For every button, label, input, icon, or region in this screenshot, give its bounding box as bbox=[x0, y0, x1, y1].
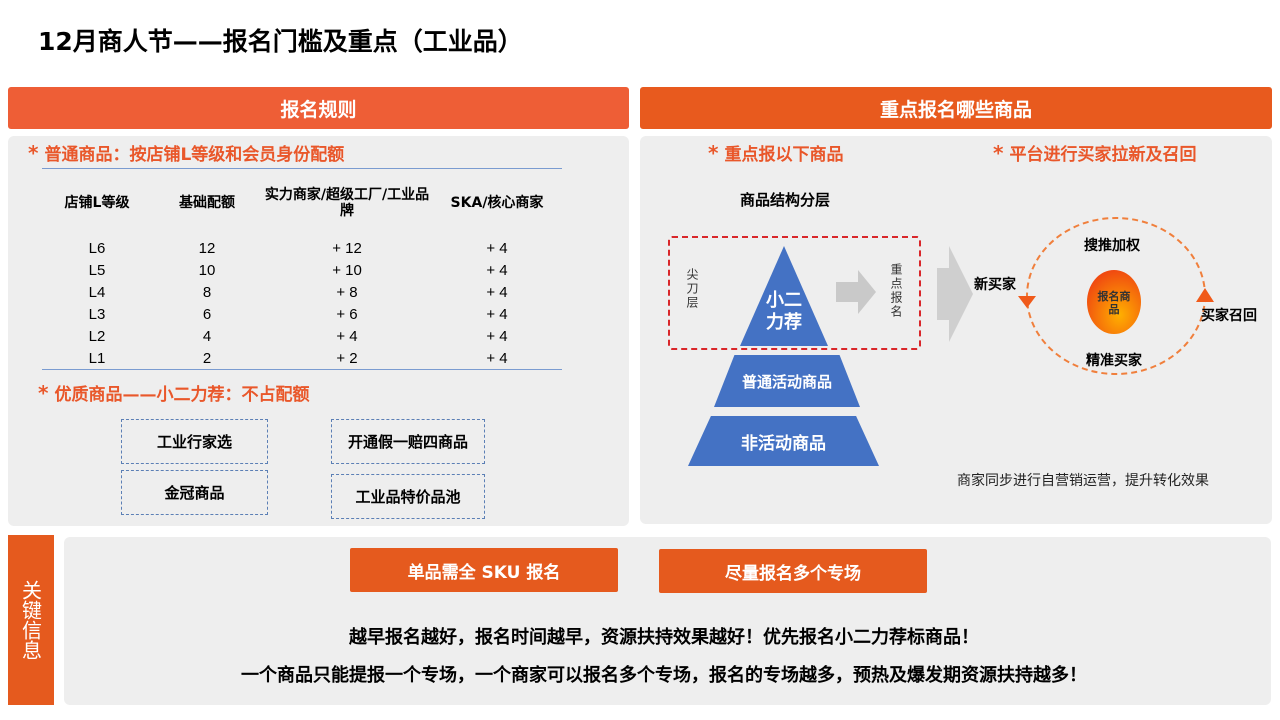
cycle-diagram bbox=[1018, 217, 1214, 375]
table-cell: 2 bbox=[202, 349, 212, 367]
table-cell: L6 bbox=[88, 239, 106, 257]
pyramid-top-label: 小二力荐 bbox=[766, 290, 802, 333]
col-header: SKA/核心商家 bbox=[450, 195, 544, 211]
focus-label: 重点报名 bbox=[889, 263, 903, 319]
table-row: L1 2 + 2 + 4 bbox=[42, 347, 562, 369]
table-row: L5 10 + 10 + 4 bbox=[42, 259, 562, 281]
goods-box: 工业行家选 bbox=[121, 419, 268, 464]
multi-session-tag: 尽量报名多个专场 bbox=[659, 549, 927, 593]
col-header: 店铺L等级 bbox=[64, 195, 130, 211]
rules-panel bbox=[8, 136, 629, 526]
table-cell: L3 bbox=[88, 305, 106, 323]
table-cell: + 4 bbox=[486, 305, 508, 323]
focus-sub2: * 平台进行买家拉新及召回 bbox=[993, 141, 1197, 165]
table-row: L6 12 + 12 + 4 bbox=[42, 237, 562, 259]
structure-title: 商品结构分层 bbox=[740, 191, 831, 209]
note: 商家同步进行自营销运营，提升转化效果 bbox=[957, 473, 1209, 489]
key-line-1: 越早报名越好，报名时间越早，资源扶持效果越好！优先报名小二力荐标商品！ bbox=[349, 627, 979, 648]
table-cell: + 4 bbox=[486, 239, 508, 257]
table-cell: 8 bbox=[202, 283, 212, 301]
quota-table-wrap: 店铺L等级 基础配额 实力商家/超级工厂/工业品牌 SKA/核心商家 L6 12 +… bbox=[42, 168, 562, 370]
goods-box: 开通假一赔四商品 bbox=[331, 419, 485, 464]
arrow-down-icon bbox=[1018, 296, 1036, 308]
table-cell: L5 bbox=[88, 261, 106, 279]
table-cell: + 4 bbox=[486, 261, 508, 279]
big-arrow-icon bbox=[937, 246, 973, 342]
key-info-side: 关键信息 bbox=[8, 535, 54, 705]
cycle-top: 搜推加权 bbox=[1084, 238, 1140, 254]
cycle-bottom: 精准买家 bbox=[1086, 353, 1142, 369]
cycle-right: 买家召回 bbox=[1201, 308, 1257, 324]
arrow-right-icon bbox=[836, 270, 876, 314]
key-line-2: 一个商品只能提报一个专场，一个商家可以报名多个专场，报名的专场越多，预热及爆发期… bbox=[241, 665, 1087, 686]
table-cell: 12 bbox=[198, 239, 216, 257]
table-cell: + 2 bbox=[336, 349, 358, 367]
rules-header: 报名规则 bbox=[8, 87, 629, 129]
table-cell: L4 bbox=[88, 283, 106, 301]
table-cell: + 4 bbox=[336, 327, 358, 345]
col-header: 基础配额 bbox=[179, 195, 235, 211]
table-cell: + 10 bbox=[332, 261, 362, 279]
table-row: L2 4 + 4 + 4 bbox=[42, 325, 562, 347]
sku-tag: 单品需全 SKU 报名 bbox=[350, 548, 618, 592]
table-cell: + 4 bbox=[486, 349, 508, 367]
side-label: 关键信息 bbox=[18, 580, 43, 660]
tip-layer-label: 尖刀层 bbox=[685, 268, 699, 310]
cycle-left: 新买家 bbox=[974, 277, 1016, 293]
table-cell: + 4 bbox=[486, 283, 508, 301]
focus-header: 重点报名哪些商品 bbox=[640, 87, 1272, 129]
tip-layer-box bbox=[668, 236, 921, 350]
table-row: L4 8 + 8 + 4 bbox=[42, 281, 562, 303]
focus-sub1: * 重点报以下商品 bbox=[708, 141, 844, 165]
heading-text: 普通商品：按店铺L等级和会员身份配额 bbox=[44, 145, 345, 165]
table-cell: 10 bbox=[198, 261, 216, 279]
heading-text: 优质商品——小二力荐：不占配额 bbox=[54, 385, 310, 405]
col-header: 实力商家/超级工厂/工业品牌 bbox=[264, 187, 430, 219]
normal-goods-heading: * 普通商品：按店铺L等级和会员身份配额 bbox=[28, 141, 345, 165]
quality-goods-heading: * 优质商品——小二力荐：不占配额 bbox=[38, 381, 310, 405]
table-cell: L1 bbox=[88, 349, 106, 367]
cycle-center: 报名商品 bbox=[1097, 290, 1131, 316]
table-cell: + 4 bbox=[486, 327, 508, 345]
goods-box: 工业品特价品池 bbox=[331, 474, 485, 519]
table-cell: 6 bbox=[202, 305, 212, 323]
goods-box: 金冠商品 bbox=[121, 470, 268, 515]
pyramid-bottom: 非活动商品 bbox=[688, 416, 879, 466]
quota-table: 店铺L等级 基础配额 实力商家/超级工厂/工业品牌 SKA/核心商家 L6 12 +… bbox=[42, 169, 562, 369]
heading-text: 平台进行买家拉新及召回 bbox=[1009, 145, 1197, 165]
table-cell: + 8 bbox=[336, 283, 358, 301]
table-row: L3 6 + 6 + 4 bbox=[42, 303, 562, 325]
arrow-up-icon bbox=[1196, 288, 1214, 302]
table-cell: 4 bbox=[202, 327, 212, 345]
pyramid-middle: 普通活动商品 bbox=[714, 355, 860, 407]
table-cell: + 6 bbox=[336, 305, 358, 323]
table-cell: + 12 bbox=[332, 239, 362, 257]
heading-text: 重点报以下商品 bbox=[724, 145, 844, 165]
table-cell: L2 bbox=[88, 327, 106, 345]
page-title: 12月商人节——报名门槛及重点（工业品） bbox=[38, 27, 523, 56]
